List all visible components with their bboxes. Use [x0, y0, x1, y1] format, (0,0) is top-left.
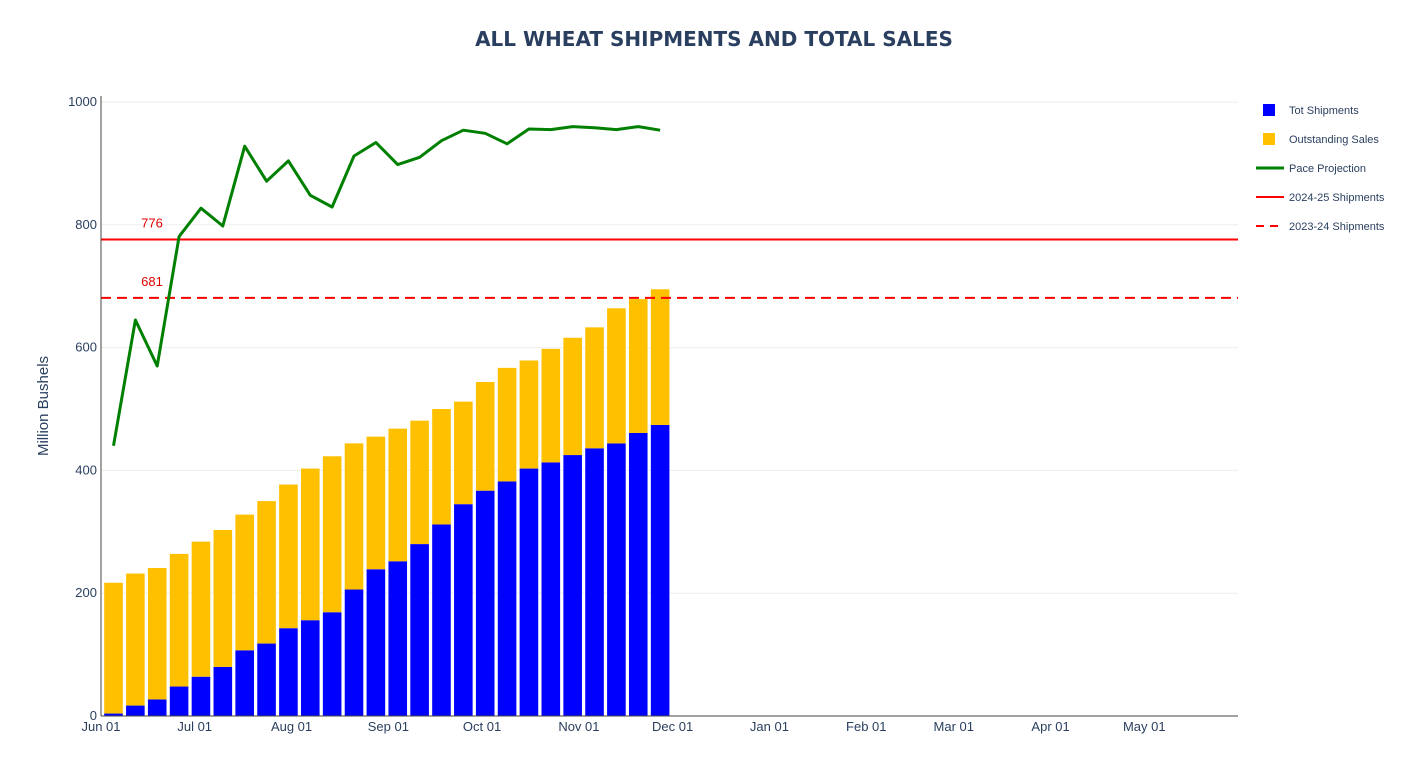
chart-title: ALL WHEAT SHIPMENTS AND TOTAL SALES: [475, 27, 953, 51]
outstanding-sales-bar: [126, 573, 145, 706]
outstanding-sales-bar: [497, 367, 517, 482]
outstanding-sales-bar: [454, 401, 473, 505]
outstanding-sales-bar: [169, 553, 189, 687]
shipment-bar: [563, 455, 582, 716]
shipment-bar: [257, 643, 276, 716]
shipment-bar: [366, 569, 386, 716]
outstanding-sales-bar: [650, 289, 670, 425]
x-tick-label: Feb 01: [846, 719, 886, 734]
outstanding-sales-bar: [563, 337, 582, 456]
shipment-bar: [126, 705, 145, 716]
y-tick-label: 800: [75, 217, 97, 232]
shipment-bar: [191, 676, 211, 716]
outstanding-sales-bar: [213, 529, 233, 667]
axes: 0 200 400 600 800 1000 Jun 01 Jul 01 Aug 01 Sep 0…: [68, 94, 1238, 734]
outstanding-sales-bar: [607, 308, 626, 444]
legend-label: Tot Shipments: [1289, 105, 1359, 117]
reference-line-label: 776: [141, 216, 163, 231]
legend[interactable]: Tot Shipments Outstanding Sales Pace Proje…: [1256, 104, 1385, 233]
legend-label: Pace Projection: [1289, 163, 1366, 175]
shipment-bar: [628, 432, 648, 716]
shipment-bar: [454, 504, 473, 716]
x-tick-label: Jun 01: [81, 719, 120, 734]
outstanding-sales-bar: [191, 541, 211, 677]
gridlines: [101, 101, 1238, 594]
shipment-bar: [344, 589, 364, 716]
x-tick-label: Aug 01: [271, 719, 312, 734]
legend-swatch: [1263, 104, 1275, 116]
outstanding-sales-bar: [300, 468, 320, 621]
outstanding-sales-bar: [410, 420, 429, 545]
x-tick-label: Dec 01: [652, 719, 693, 734]
legend-label: 2024-25 Shipments: [1289, 192, 1385, 204]
x-tick-label: Jul 01: [177, 719, 212, 734]
legend-label: Outstanding Sales: [1289, 134, 1379, 146]
outstanding-sales-bar: [628, 299, 648, 433]
x-tick-label: Nov 01: [558, 719, 599, 734]
shipment-bar: [585, 448, 604, 716]
y-tick-label: 200: [75, 585, 97, 600]
shipment-bar: [213, 666, 233, 716]
y-tick-label: 400: [75, 462, 97, 477]
outstanding-sales-bar: [519, 360, 539, 469]
bars: [104, 289, 670, 716]
outstanding-sales-bar: [257, 501, 276, 644]
x-tick-label: May 01: [1123, 719, 1166, 734]
y-axis-title: Million Bushels: [35, 356, 52, 456]
shipment-bar: [541, 462, 561, 716]
legend-label: 2023-24 Shipments: [1289, 221, 1385, 233]
y-tick-label: 1000: [68, 94, 97, 109]
x-tick-label: Jan 01: [750, 719, 789, 734]
outstanding-sales-bar: [322, 456, 342, 613]
shipment-bar: [388, 561, 408, 716]
pace-line-layer: [112, 125, 661, 447]
x-tick-label: Apr 01: [1031, 719, 1069, 734]
shipment-bar: [169, 686, 189, 716]
shipment-bar: [147, 699, 167, 716]
outstanding-sales-bar: [344, 443, 364, 590]
reference-line-label: 681: [141, 274, 163, 289]
shipment-bar: [279, 628, 298, 716]
x-tick-label: Sep 01: [368, 719, 409, 734]
legend-swatch: [1263, 133, 1275, 145]
outstanding-sales-bar: [388, 428, 408, 562]
x-tick-label: Oct 01: [463, 719, 501, 734]
shipment-bar: [235, 650, 254, 716]
outstanding-sales-bar: [541, 348, 561, 463]
outstanding-sales-bar: [585, 327, 604, 449]
shipment-bar: [300, 620, 320, 716]
reference-lines: 776 681: [101, 216, 1238, 299]
pace-projection-line: [112, 125, 661, 447]
outstanding-sales-bar: [432, 409, 451, 525]
shipment-bar: [607, 443, 626, 716]
shipment-bar: [104, 713, 123, 716]
shipment-bar: [519, 468, 539, 716]
shipment-bar: [322, 612, 342, 716]
shipment-bar: [432, 524, 451, 716]
shipment-bar: [650, 424, 670, 716]
outstanding-sales-bar: [104, 582, 123, 714]
outstanding-sales-bar: [235, 514, 254, 651]
y-tick-label: 600: [75, 340, 97, 355]
outstanding-sales-bar: [366, 436, 386, 570]
shipment-bar: [410, 544, 429, 716]
shipment-bar: [475, 490, 495, 716]
outstanding-sales-bar: [475, 381, 495, 491]
x-tick-label: Mar 01: [934, 719, 974, 734]
outstanding-sales-bar: [279, 484, 298, 629]
shipment-bar: [497, 481, 517, 716]
outstanding-sales-bar: [147, 568, 167, 700]
y-tick-label: 0: [90, 708, 97, 723]
